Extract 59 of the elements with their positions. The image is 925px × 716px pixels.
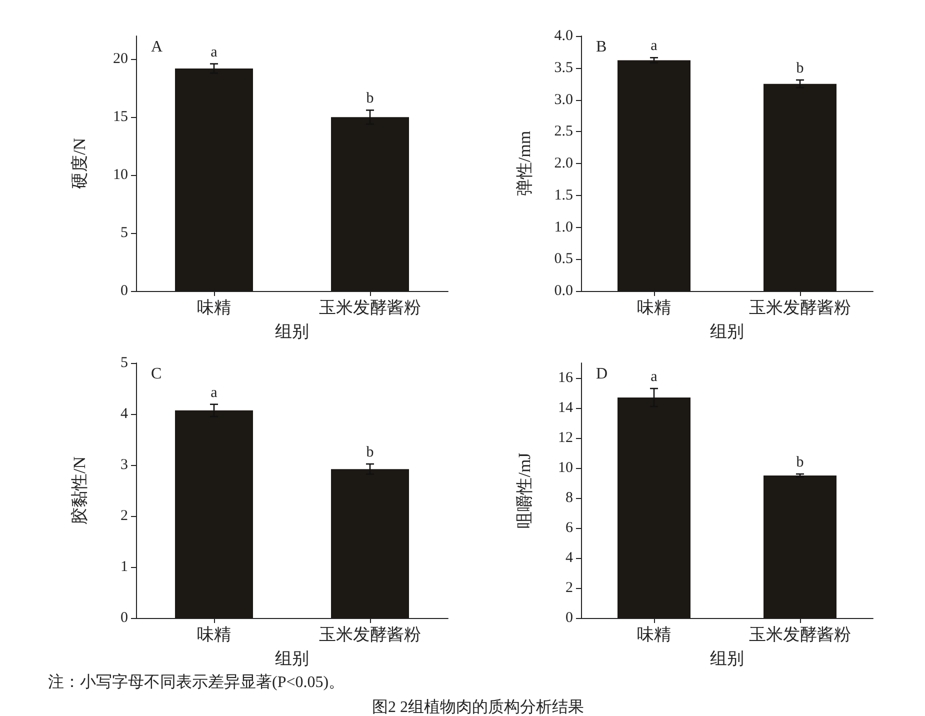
y-tick-label: 1 — [120, 559, 128, 575]
y-axis-title: 弹性/mm — [515, 130, 534, 196]
y-tick-label: 0.5 — [554, 251, 573, 268]
y-tick-label: 0 — [566, 610, 573, 626]
chart-title: B — [596, 38, 607, 56]
y-tick-label: 8 — [566, 490, 573, 506]
annotation: a — [210, 44, 218, 60]
x-axis-title: 组别 — [710, 649, 744, 668]
x-tick-label: 玉米发酵酱粉 — [749, 625, 851, 644]
y-tick-label: 4 — [120, 406, 128, 422]
annotation: b — [796, 454, 804, 470]
y-tick-label: 3.5 — [554, 60, 573, 76]
y-axis-title: 胶黏性/N — [70, 456, 89, 524]
x-tick-label: 玉米发酵酱粉 — [749, 298, 851, 317]
y-tick-label: 2 — [566, 580, 573, 596]
y-tick-label: 5 — [120, 225, 128, 242]
y-tick-label: 4 — [566, 550, 574, 566]
annotation: b — [366, 90, 374, 107]
y-tick-label: 10 — [558, 460, 573, 476]
annotation: b — [796, 60, 804, 76]
x-axis-title: 组别 — [275, 649, 309, 668]
y-tick-label: 10 — [113, 167, 128, 184]
text: 注：小写字母不同表示差异显著(P<0.05)。 — [48, 672, 346, 693]
y-tick-label: 2.0 — [554, 156, 573, 172]
x-axis-title: 组别 — [275, 322, 309, 341]
chart-title: D — [596, 366, 608, 382]
y-tick-label: 0 — [120, 610, 128, 626]
x-tick-label: 味精 — [637, 625, 671, 644]
annotation: a — [210, 384, 218, 401]
y-tick-label: 2 — [120, 508, 128, 524]
y-tick-label: 15 — [113, 109, 128, 126]
y-tick-label: 12 — [558, 430, 573, 446]
y-tick-label: 5 — [120, 355, 128, 371]
annotation: a — [650, 369, 658, 385]
y-tick-label: 3.0 — [554, 92, 573, 108]
x-tick-label: 玉米发酵酱粉 — [319, 625, 421, 644]
y-tick-label: 3 — [120, 457, 128, 473]
y-tick-label: 20 — [113, 51, 128, 68]
chart-title: C — [151, 366, 162, 382]
caption: 图2 2组植物肉的质构分析结果 — [371, 698, 585, 716]
y-tick-label: 14 — [558, 400, 574, 416]
y-tick-label: 2.5 — [554, 124, 573, 140]
y-axis-title: 硬度/N — [70, 138, 89, 189]
x-tick-label: 味精 — [197, 625, 231, 644]
x-axis-title: 组别 — [710, 322, 744, 341]
annotation: b — [366, 444, 374, 460]
y-tick-label: 4.0 — [554, 28, 573, 44]
y-tick-label: 0 — [120, 283, 128, 299]
y-axis-title: 咀嚼性/mJ — [515, 452, 534, 528]
annotation: a — [650, 38, 658, 54]
y-tick-label: 0.0 — [554, 283, 573, 299]
y-tick-label: 1.0 — [554, 219, 573, 236]
y-tick-label: 16 — [558, 370, 574, 386]
chart-title: A — [151, 38, 163, 56]
y-tick-label: 1.5 — [554, 187, 573, 204]
x-tick-label: 玉米发酵酱粉 — [319, 298, 421, 317]
y-tick-label: 6 — [566, 520, 574, 536]
x-tick-label: 味精 — [637, 298, 671, 317]
x-tick-label: 味精 — [197, 298, 231, 317]
